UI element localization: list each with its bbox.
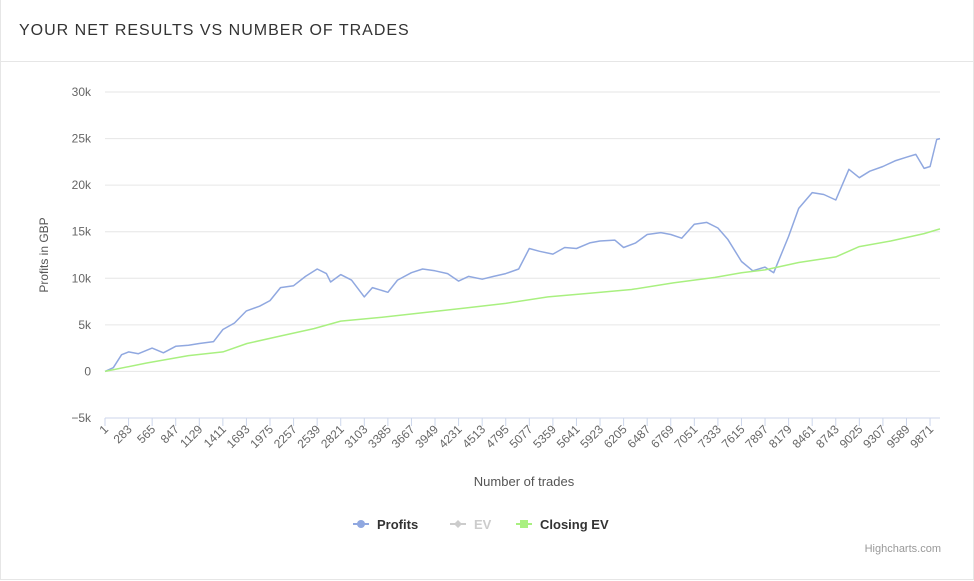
x-tick-label: 5359 xyxy=(530,422,559,451)
legend-item-profits[interactable]: Profits xyxy=(353,517,418,532)
x-tick-label: 5641 xyxy=(554,422,583,451)
legend-label: Profits xyxy=(377,517,418,532)
series-layer xyxy=(104,137,941,373)
x-tick-label: 9589 xyxy=(884,422,913,451)
legend-label: Closing EV xyxy=(540,517,609,532)
x-tick-label: 4231 xyxy=(436,422,465,451)
x-tick-label: 5923 xyxy=(577,422,606,451)
legend-marker-diamond xyxy=(454,520,462,528)
x-tick-label: 565 xyxy=(134,422,158,446)
x-tick-label: 7897 xyxy=(742,422,771,451)
x-tick-label: 6769 xyxy=(648,422,677,451)
x-tick-label: 1411 xyxy=(201,422,229,450)
x-tick-label: 1 xyxy=(96,422,111,437)
y-tick-label: 10k xyxy=(72,271,92,285)
x-tick-label: 2539 xyxy=(294,422,323,451)
series-line-profits[interactable] xyxy=(104,137,941,373)
panel-title: YOUR NET RESULTS VS NUMBER OF TRADES xyxy=(19,22,410,39)
legend-marker-circle xyxy=(357,520,365,528)
x-tick-label: 7615 xyxy=(719,422,748,451)
x-tick-label: 8179 xyxy=(766,422,795,451)
x-axis: 1 283 565 847112914111693197522572539282131… xyxy=(96,417,940,451)
series-line-closing-ev[interactable] xyxy=(104,228,941,373)
y-tick-label: 0 xyxy=(84,364,91,378)
x-tick-label: 6487 xyxy=(625,422,654,451)
y-axis-title: Profits in GBP xyxy=(37,217,51,292)
x-tick-label: 7333 xyxy=(695,422,724,451)
x-tick-label: 3949 xyxy=(412,422,441,451)
y-tick-label: −5k xyxy=(71,411,92,425)
y-tick-label: 5k xyxy=(78,318,92,332)
x-tick-label: 1693 xyxy=(224,422,253,451)
legend: Profits EV Closing EV xyxy=(353,517,609,532)
credits-link[interactable]: Highcharts.com xyxy=(864,543,941,555)
panel-header: YOUR NET RESULTS VS NUMBER OF TRADES xyxy=(1,0,973,62)
y-tick-label: 30k xyxy=(72,85,92,99)
y-tick-label: 15k xyxy=(72,225,92,239)
legend-marker-square xyxy=(520,520,528,528)
y-tick-label: 20k xyxy=(72,178,92,192)
grid-layer xyxy=(105,91,940,419)
x-tick-label: 9307 xyxy=(860,422,889,451)
x-tick-label: 4795 xyxy=(483,422,512,451)
x-tick-label: 1975 xyxy=(247,422,276,451)
x-tick-label: 2821 xyxy=(318,422,347,451)
legend-item-ev[interactable]: EV xyxy=(450,517,492,532)
x-tick-label: 5077 xyxy=(507,422,536,451)
legend-item-closing-ev[interactable]: Closing EV xyxy=(516,517,609,532)
y-tick-label: 25k xyxy=(72,132,92,146)
x-tick-label: 9871 xyxy=(907,422,936,451)
y-axis: −5k 0 5k 10k 15k 20k 25k 30k xyxy=(71,85,92,425)
x-tick-label: 1129 xyxy=(177,422,205,450)
x-tick-label: 9025 xyxy=(837,422,866,451)
x-tick-label: 8743 xyxy=(813,422,842,451)
x-axis-title: Number of trades xyxy=(474,474,575,489)
legend-label: EV xyxy=(474,517,492,532)
x-tick-label: 8461 xyxy=(790,422,819,451)
x-tick-label: 283 xyxy=(111,422,135,446)
x-tick-label: 3103 xyxy=(342,422,371,451)
x-tick-label: 7051 xyxy=(672,422,701,451)
x-tick-label: 4513 xyxy=(460,422,489,451)
x-tick-label: 3385 xyxy=(365,422,394,451)
x-tick-label: 3667 xyxy=(389,422,418,451)
x-tick-label: 2257 xyxy=(271,422,300,451)
x-tick-label: 6205 xyxy=(601,422,630,451)
